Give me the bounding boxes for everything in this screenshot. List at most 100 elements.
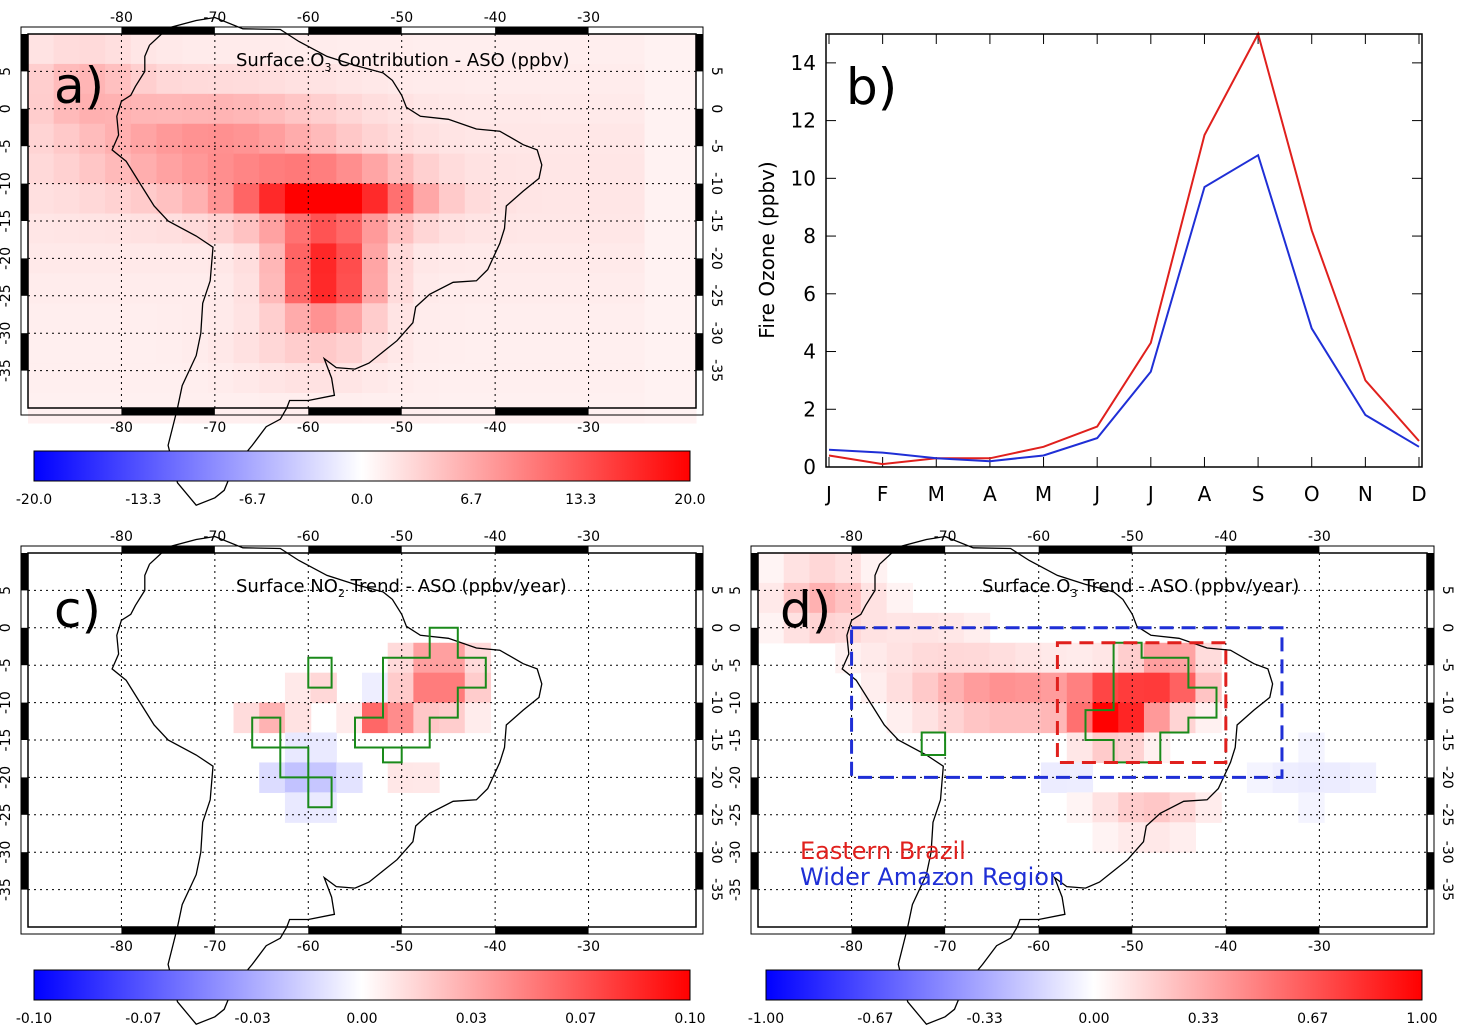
heatmap-cell bbox=[53, 213, 80, 245]
heatmap-cell bbox=[28, 34, 55, 65]
heatmap-cell bbox=[670, 303, 697, 334]
heatmap-cell bbox=[259, 183, 286, 215]
lat-tick-label-left: -30 bbox=[0, 841, 14, 864]
heatmap-cell bbox=[207, 213, 235, 245]
frame-bar bbox=[1038, 546, 1133, 553]
heatmap-cell bbox=[53, 363, 80, 394]
heatmap-cell bbox=[156, 363, 183, 394]
heatmap-cell bbox=[259, 363, 286, 394]
series-line-red bbox=[828, 31, 1420, 466]
frame-bar bbox=[1038, 927, 1133, 934]
heatmap-cell bbox=[670, 273, 697, 304]
lat-tick-label-left: -35 bbox=[0, 359, 14, 382]
lat-tick-label-left: -5 bbox=[0, 658, 14, 672]
heatmap-cell bbox=[516, 213, 543, 245]
x-tick-label: O bbox=[1304, 482, 1320, 506]
colorbar-tick-label: -1.00 bbox=[748, 1011, 784, 1027]
colorbar-tick-label: -20.0 bbox=[16, 492, 52, 508]
y-tick-label: 2 bbox=[803, 397, 816, 421]
heatmap-cell bbox=[28, 363, 55, 394]
heatmap-cell bbox=[644, 183, 671, 215]
heatmap-cell bbox=[1169, 822, 1197, 853]
heatmap-cell bbox=[490, 273, 517, 304]
panel-a-tick-labels: -80 -80 -70 -70 -60 -60 -50 -50 -40 -40 -30 -30 5 5 0 0… bbox=[0, 10, 724, 436]
lon-tick-label-bottom: -40 bbox=[1214, 939, 1237, 955]
heatmap-cell bbox=[516, 123, 543, 155]
frame-bar bbox=[21, 108, 28, 147]
heatmap-cell bbox=[79, 34, 106, 65]
heatmap-cell bbox=[79, 303, 106, 334]
heatmap-cell bbox=[387, 63, 414, 95]
heatmap-cell bbox=[1092, 642, 1119, 674]
heatmap-cell bbox=[963, 702, 991, 734]
colorbar-tick-label: -0.67 bbox=[857, 1011, 893, 1027]
panel-b-line-chart: 0 2 4 6 8 10 12 14 J F M A M J J A S O N D b) Fire Ozone (p… bbox=[755, 31, 1427, 506]
heatmap-cell bbox=[284, 672, 312, 704]
lat-tick-label-right: 5 bbox=[708, 586, 724, 595]
heatmap-cell bbox=[593, 123, 620, 155]
heatmap-cell bbox=[938, 702, 965, 734]
frame-bar bbox=[21, 258, 28, 296]
heatmap-cell bbox=[439, 153, 466, 185]
series-line-blue bbox=[828, 153, 1420, 463]
frame-bar bbox=[21, 333, 28, 371]
heatmap-cell bbox=[156, 123, 183, 155]
lon-tick-label-top: -40 bbox=[484, 10, 507, 26]
lat-tick-label-right: 0 bbox=[708, 623, 724, 632]
heatmap-cell bbox=[1143, 672, 1171, 704]
heatmap-cell bbox=[130, 333, 158, 364]
heatmap-cell bbox=[1195, 792, 1222, 823]
lat-tick-label-right: -30 bbox=[708, 322, 724, 345]
lon-tick-label-top: -60 bbox=[297, 10, 320, 26]
y-tick-label: 14 bbox=[791, 51, 816, 75]
panel-c-label: c) bbox=[54, 581, 101, 639]
heatmap-cell bbox=[490, 303, 517, 334]
heatmap-cell bbox=[310, 183, 337, 215]
lat-tick-label-right: -25 bbox=[708, 284, 724, 307]
frame-bar bbox=[308, 27, 402, 34]
heatmap-cell bbox=[618, 273, 646, 304]
heatmap-cell bbox=[758, 582, 785, 614]
lon-tick-label-top: -30 bbox=[1308, 529, 1331, 545]
heatmap-cell bbox=[28, 183, 55, 215]
heatmap-cell bbox=[182, 123, 209, 155]
lat-tick-label-left: 5 bbox=[0, 67, 14, 76]
heatmap-cell bbox=[130, 63, 158, 95]
heatmap-cell bbox=[644, 243, 671, 274]
lon-tick-label-top: -70 bbox=[203, 529, 226, 545]
y-tick-label: 8 bbox=[803, 224, 816, 248]
heatmap-cell bbox=[567, 183, 594, 215]
heatmap-cell bbox=[593, 34, 620, 65]
heatmap-cell bbox=[130, 153, 158, 185]
heatmap-cell bbox=[79, 363, 106, 394]
heatmap-cell bbox=[310, 123, 337, 155]
lat-tick-label-left: -25 bbox=[0, 284, 14, 307]
heatmap-cell bbox=[310, 732, 337, 764]
heatmap-cell bbox=[362, 153, 389, 185]
lon-tick-label-bottom: -30 bbox=[577, 939, 600, 955]
heatmap-cell bbox=[156, 34, 183, 65]
panel-d-significance-outlines bbox=[920, 641, 1218, 764]
y-tick-label: 12 bbox=[791, 109, 816, 133]
frame-bar bbox=[308, 927, 402, 934]
x-tick-label: D bbox=[1411, 482, 1426, 506]
heatmap-cell bbox=[233, 63, 260, 95]
heatmap-cell bbox=[130, 273, 158, 304]
frame-bar bbox=[1427, 627, 1434, 666]
heatmap-cell bbox=[644, 123, 671, 155]
lat-tick-label-right: -5 bbox=[1439, 658, 1455, 672]
heatmap-cell bbox=[1092, 822, 1119, 853]
heatmap-cell bbox=[259, 63, 286, 95]
frame-bar bbox=[21, 777, 28, 815]
heatmap-cell bbox=[464, 123, 492, 155]
heatmap-cell bbox=[541, 303, 569, 334]
colorbar-tick-label: -0.10 bbox=[16, 1011, 52, 1027]
panel-b-ticks: 0 2 4 6 8 10 12 14 J F M A M J J A S O N D bbox=[791, 34, 1427, 506]
colorbar-tick-label: 1.00 bbox=[1406, 1011, 1437, 1027]
frame-bar bbox=[121, 546, 215, 553]
heatmap-cell bbox=[644, 153, 671, 185]
heatmap-cell bbox=[670, 333, 697, 364]
heatmap-cell bbox=[362, 303, 389, 334]
heatmap-cell bbox=[886, 642, 913, 674]
heatmap-cell bbox=[516, 63, 543, 95]
